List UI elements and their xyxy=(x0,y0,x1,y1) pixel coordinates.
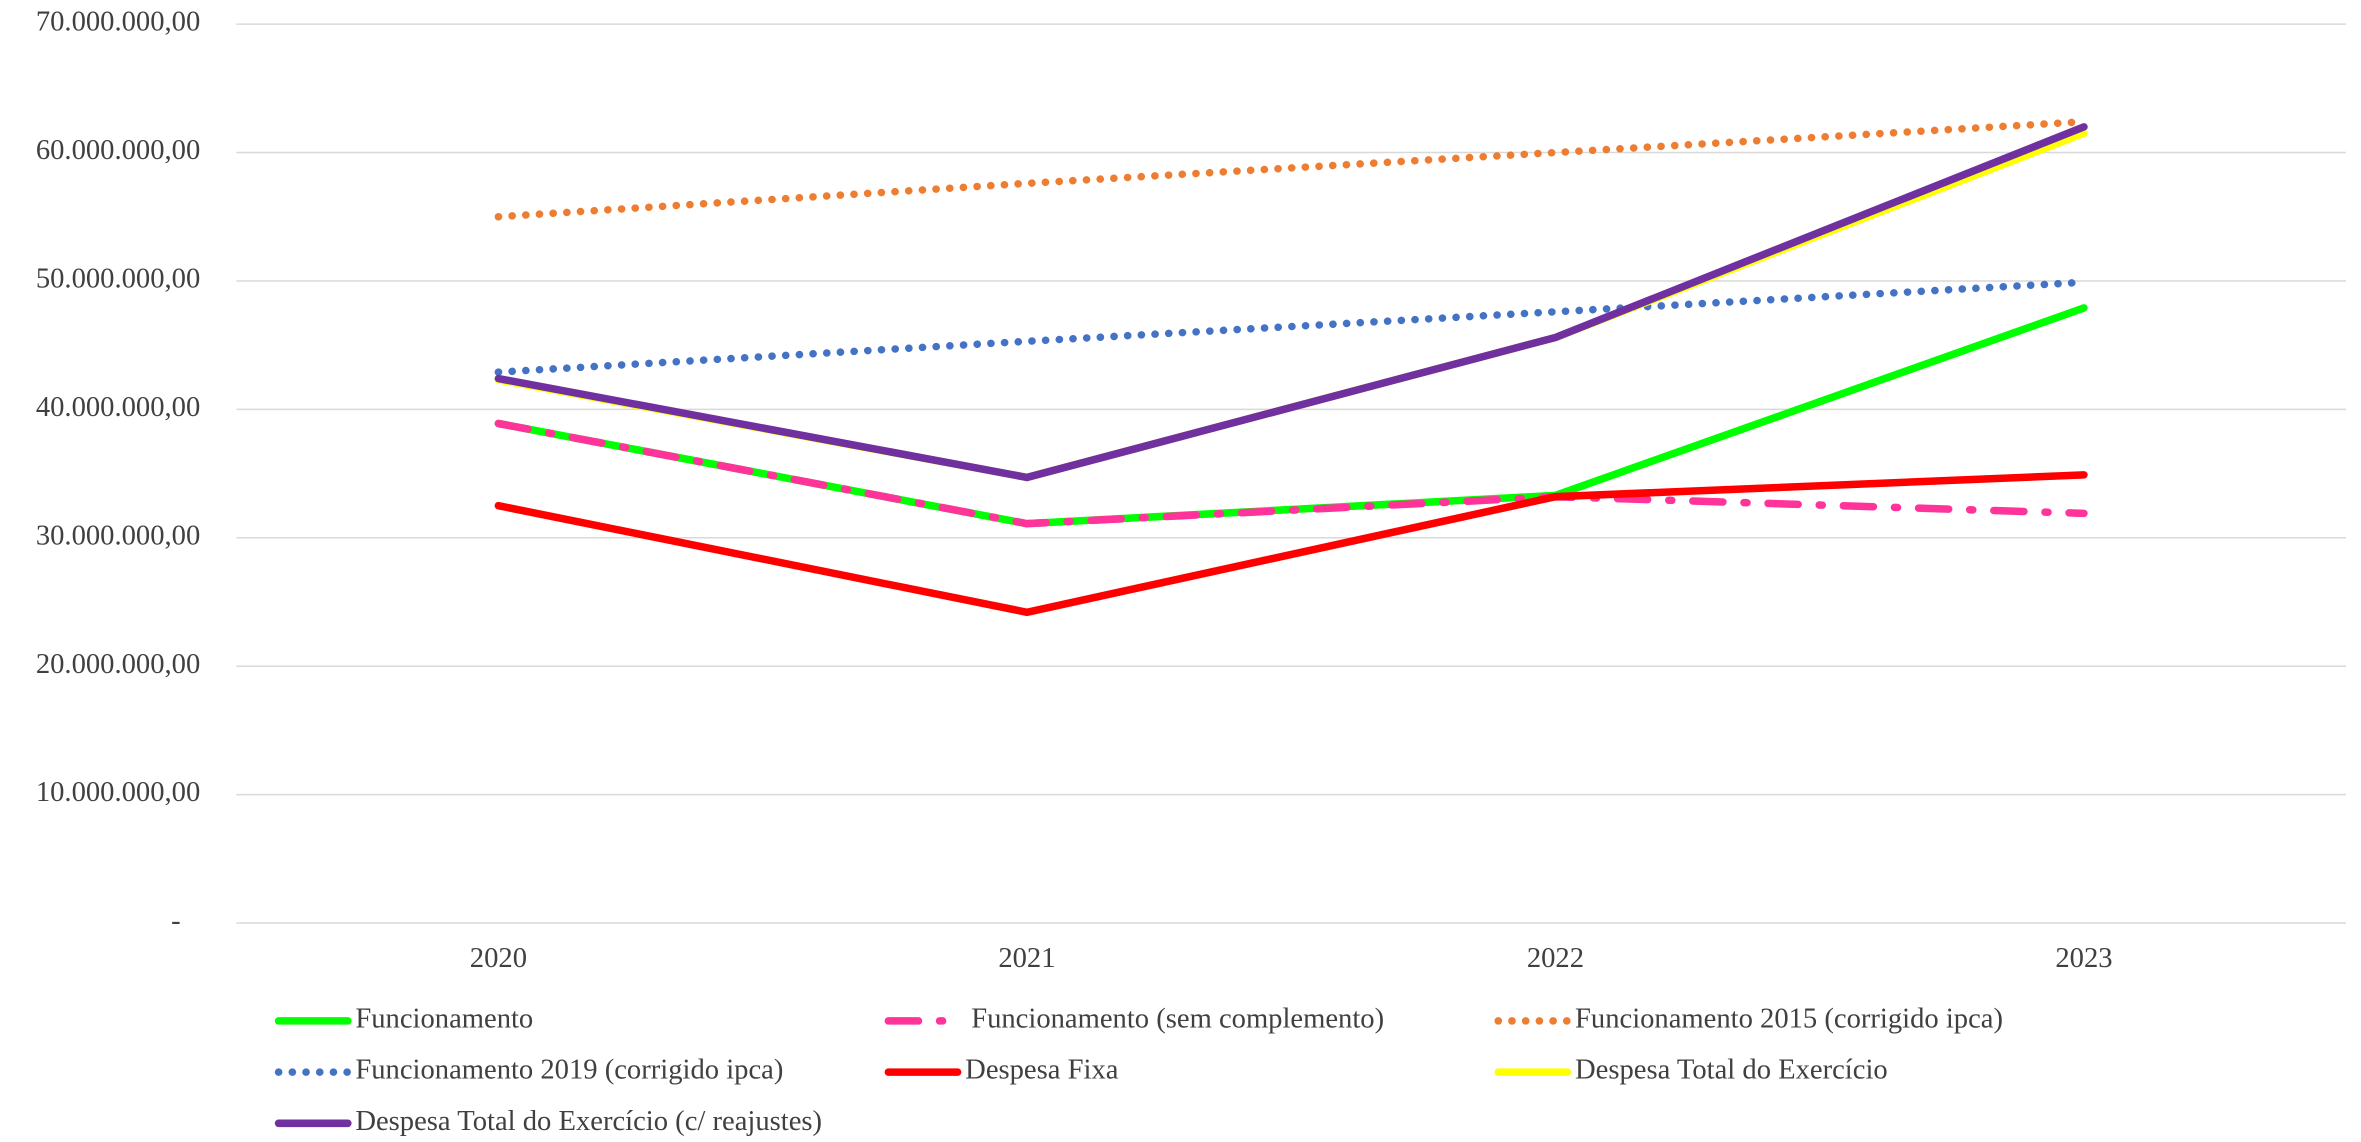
x-tick-label: 2023 xyxy=(2055,943,2112,974)
legend-label: Funcionamento 2015 (corrigido ipca) xyxy=(1575,1003,2003,1034)
x-tick-label: 2022 xyxy=(1527,943,1584,974)
y-tick-label: - xyxy=(171,906,181,937)
series-line xyxy=(494,304,2088,528)
legend-label: Funcionamento (sem complemento) xyxy=(971,1003,1384,1034)
y-tick-label: 40.000.000,00 xyxy=(36,392,200,423)
x-tick-label: 2021 xyxy=(998,943,1055,974)
x-tick-label: 2020 xyxy=(470,943,527,974)
y-tick-label: 50.000.000,00 xyxy=(36,264,200,295)
series-line xyxy=(494,278,2088,376)
y-tick-label: 30.000.000,00 xyxy=(36,520,200,551)
series-line xyxy=(494,419,2088,528)
legend-label: Funcionamento xyxy=(355,1003,533,1034)
series-line xyxy=(494,123,2088,482)
y-tick-label: 20.000.000,00 xyxy=(36,649,200,680)
legend-label: Despesa Total do Exercício (c/ reajustes… xyxy=(355,1106,822,1137)
series-line xyxy=(494,471,2088,617)
legend-label: Despesa Total do Exercício xyxy=(1575,1055,1888,1086)
y-tick-label: 10.000.000,00 xyxy=(36,777,200,808)
legend-label: Funcionamento 2019 (corrigido ipca) xyxy=(355,1055,783,1086)
series-line xyxy=(494,117,2088,221)
legend-label: Despesa Fixa xyxy=(965,1055,1119,1086)
y-tick-label: 60.000.000,00 xyxy=(36,135,200,166)
y-tick-label: 70.000.000,00 xyxy=(36,7,200,38)
